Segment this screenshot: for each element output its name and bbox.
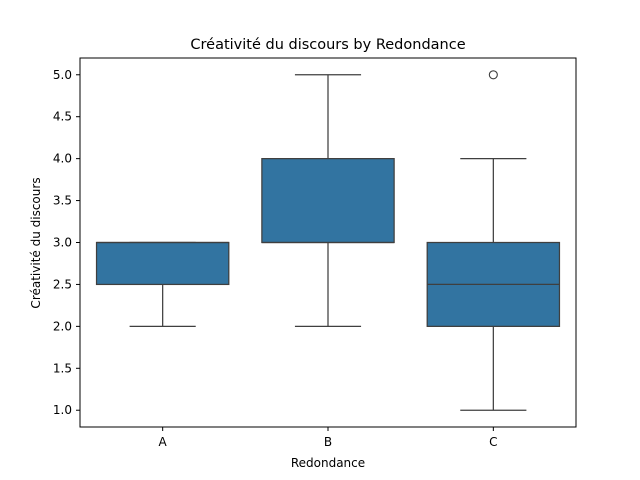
y-tick-label-3-5: 3.5 [53,194,72,208]
x-tick-label-c: C [489,435,497,449]
y-tick-label-2-5: 2.5 [53,277,72,291]
x-axis-label: Redondance [291,456,365,470]
axes-frame [79,57,577,428]
x-tick-label-b: B [324,435,332,449]
y-tick-label-4-5: 4.5 [53,110,72,124]
y-tick-label-3-0: 3.0 [53,236,72,250]
y-tick-label-1-0: 1.0 [53,403,72,417]
y-tick-label-4-0: 4.0 [53,152,72,166]
y-tick-label-2-0: 2.0 [53,319,72,333]
y-axis-label: Créativité du discours [29,177,43,308]
y-tick-label-5-0: 5.0 [53,68,72,82]
box-b [261,158,395,244]
outlier-c-0 [488,70,498,80]
plot-area: A B C 1.0 1.5 2.0 2.5 3.0 3.5 4.0 4.5 5.0 [53,57,577,449]
box-a [95,241,230,286]
y-tick-label-1-5: 1.5 [53,361,72,375]
chart-title: Créativité du discours by Redondance [190,37,465,53]
x-tick-label-a: A [159,435,168,449]
